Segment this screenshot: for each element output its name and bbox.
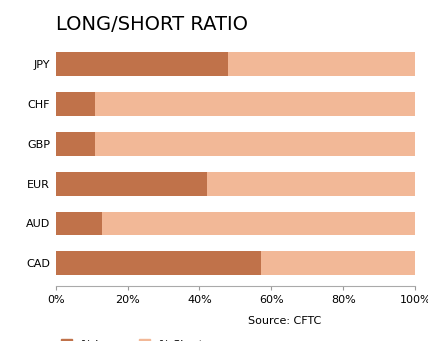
Bar (56, 172, 207, 196)
Bar (95, 92, 415, 116)
Bar (95, 132, 415, 156)
Bar (56, 92, 95, 116)
Bar (261, 251, 415, 275)
Bar (56, 211, 102, 235)
Bar (56, 52, 228, 76)
Text: LONG/SHORT RATIO: LONG/SHORT RATIO (56, 15, 248, 34)
Bar (102, 211, 415, 235)
Bar (207, 172, 415, 196)
Bar (228, 52, 415, 76)
Bar (56, 132, 95, 156)
Bar (56, 251, 261, 275)
Text: Source: CFTC: Source: CFTC (248, 316, 321, 326)
Legend: % Long, % Short: % Long, % Short (61, 339, 203, 341)
